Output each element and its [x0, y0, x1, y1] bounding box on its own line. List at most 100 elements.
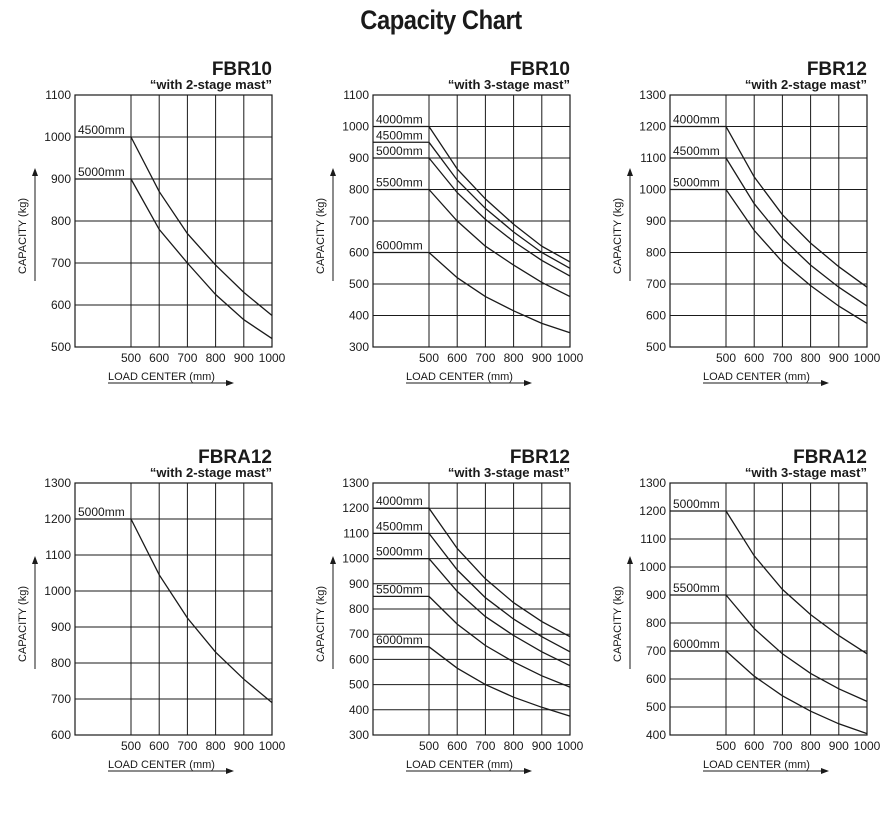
plot-frame — [669, 482, 868, 736]
y-tick-label: 800 — [646, 246, 666, 260]
chart-subtitle: “with 2-stage mast” — [150, 465, 272, 480]
y-tick-label: 1000 — [639, 183, 666, 197]
x-tick-label: 900 — [829, 739, 849, 753]
x-tick-label: 700 — [772, 739, 792, 753]
y-axis-arrow-icon — [627, 168, 633, 176]
y-tick-label: 600 — [349, 246, 369, 260]
y-axis-arrow-icon — [32, 168, 38, 176]
series-line-5000mm — [725, 189, 868, 324]
x-tick-label: 1000 — [259, 351, 286, 365]
x-tick-label: 800 — [801, 351, 821, 365]
y-tick-label: 700 — [349, 627, 369, 641]
plot-frame — [669, 94, 868, 348]
series-label-4000mm: 4000mm — [673, 113, 720, 127]
y-tick-label: 900 — [51, 172, 71, 186]
y-tick-label: 1000 — [639, 560, 666, 574]
series-label-5000mm: 5000mm — [78, 505, 125, 519]
x-tick-label: 500 — [419, 351, 439, 365]
series-line-5000mm — [725, 510, 868, 655]
chart-title: FBR12 — [510, 447, 570, 468]
chart-title: FBRA12 — [793, 447, 867, 468]
series-label-5000mm: 5000mm — [673, 497, 720, 511]
plot-frame — [372, 482, 571, 736]
y-axis-arrow-icon — [330, 556, 336, 564]
x-tick-label: 800 — [206, 351, 226, 365]
x-tick-label: 600 — [149, 351, 169, 365]
x-tick-label: 700 — [475, 351, 495, 365]
series-line-4000mm — [428, 507, 571, 638]
y-tick-label: 500 — [646, 700, 666, 714]
series-label-4500mm: 4500mm — [673, 144, 720, 158]
plot-frame — [372, 94, 571, 348]
y-tick-label: 800 — [349, 183, 369, 197]
y-tick-label: 1100 — [640, 532, 666, 546]
y-tick-label: 700 — [51, 256, 71, 270]
y-tick-label: 700 — [646, 277, 666, 291]
x-tick-label: 700 — [177, 739, 197, 753]
x-tick-label: 900 — [532, 351, 552, 365]
x-axis-label: LOAD CENTER (mm) — [108, 371, 215, 383]
series-line-5000mm — [428, 558, 571, 667]
x-tick-label: 500 — [121, 739, 141, 753]
x-axis-label: LOAD CENTER (mm) — [703, 371, 810, 383]
series-line-4500mm — [725, 157, 868, 307]
y-tick-label: 1100 — [343, 526, 369, 540]
y-tick-label: 900 — [646, 588, 666, 602]
y-tick-label: 1000 — [44, 130, 71, 144]
chart-title: FBR10 — [510, 59, 570, 80]
y-tick-label: 1200 — [639, 504, 666, 518]
series-line-5000mm — [428, 157, 571, 277]
y-tick-label: 300 — [349, 728, 369, 742]
y-tick-label: 600 — [646, 309, 666, 323]
series-label-6000mm: 6000mm — [673, 637, 720, 651]
y-axis-label: CAPACITY (kg) — [17, 586, 29, 662]
x-axis-arrow-icon — [524, 768, 532, 774]
series-line-4500mm — [428, 141, 571, 269]
y-tick-label: 600 — [646, 672, 666, 686]
y-tick-label: 600 — [51, 298, 71, 312]
chart-subtitle: “with 3-stage mast” — [745, 465, 867, 480]
x-axis-label: LOAD CENTER (mm) — [703, 759, 810, 771]
x-tick-label: 600 — [447, 739, 467, 753]
y-tick-label: 1200 — [44, 512, 71, 526]
chart-title: FBR12 — [807, 59, 867, 80]
y-axis-label: CAPACITY (kg) — [17, 198, 29, 274]
y-tick-label: 900 — [349, 577, 369, 591]
page-title: Capacity Chart — [360, 5, 522, 35]
x-tick-label: 900 — [829, 351, 849, 365]
chart-panel-fbr10-3stage: FBR10 “with 3-stage mast” 300 400 500 600 700 8… — [298, 50, 592, 430]
series-line-5500mm — [428, 189, 571, 298]
series-line-6000mm — [725, 650, 868, 735]
y-axis-arrow-icon — [627, 556, 633, 564]
y-tick-label: 400 — [646, 728, 666, 742]
chart-panel-fbra12-3stage: FBRA12 “with 3-stage mast” 400 500 600 700 800… — [595, 438, 882, 818]
chart-panel-fbr12-3stage: FBR12 “with 3-stage mast” 300 400 500 600 700 8… — [298, 438, 592, 818]
series-label-5000mm: 5000mm — [376, 144, 423, 158]
y-tick-label: 1100 — [343, 88, 369, 102]
series-label-5500mm: 5500mm — [376, 176, 423, 190]
y-tick-label: 1000 — [44, 584, 71, 598]
y-tick-label: 1200 — [639, 120, 666, 134]
y-tick-label: 500 — [51, 340, 71, 354]
x-tick-label: 700 — [772, 351, 792, 365]
series-label-5500mm: 5500mm — [673, 581, 720, 595]
y-tick-label: 800 — [51, 656, 71, 670]
series-line-5000mm — [130, 518, 273, 704]
x-tick-label: 500 — [716, 739, 736, 753]
y-tick-label: 1000 — [342, 552, 369, 566]
x-axis-label: LOAD CENTER (mm) — [406, 371, 513, 383]
y-axis-label: CAPACITY (kg) — [315, 586, 327, 662]
series-line-4500mm — [130, 136, 273, 317]
chart-panel-fbr12-2stage: FBR12 “with 2-stage mast” 500 600 700 800 900 1… — [595, 50, 882, 430]
plot-frame — [74, 482, 273, 736]
series-line-6000mm — [428, 646, 571, 717]
x-axis-arrow-icon — [524, 380, 532, 386]
series-line-4000mm — [428, 126, 571, 263]
y-tick-label: 300 — [349, 340, 369, 354]
x-tick-label: 800 — [504, 739, 524, 753]
x-axis-label: LOAD CENTER (mm) — [406, 759, 513, 771]
y-tick-label: 700 — [349, 214, 369, 228]
y-tick-label: 400 — [349, 309, 369, 323]
y-tick-label: 400 — [349, 703, 369, 717]
series-label-4500mm: 4500mm — [376, 519, 423, 533]
